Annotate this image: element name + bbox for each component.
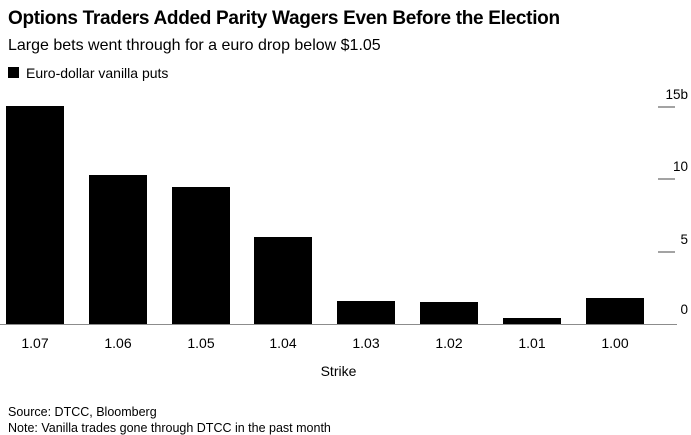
- y-tick-dash-15: [658, 106, 675, 109]
- x-tick-label-1.07: 1.07: [21, 335, 49, 352]
- footer: Source: DTCC, Bloomberg Note: Vanilla tr…: [8, 404, 683, 435]
- x-tick-label-1.04: 1.04: [269, 335, 297, 352]
- x-tick-label-1.02: 1.02: [435, 335, 463, 352]
- x-tick-label-1.01: 1.01: [518, 335, 546, 352]
- source-line: Source: DTCC, Bloomberg: [8, 405, 157, 420]
- legend-swatch-icon: [8, 67, 19, 79]
- x-tick-label-1.00: 1.00: [601, 335, 629, 352]
- bar-1.00: [586, 298, 644, 325]
- plot-area: 0 5 10 15b: [0, 87, 691, 326]
- y-tick-dash-5: [658, 251, 675, 254]
- y-tick-label-15b: 15b: [665, 87, 688, 103]
- chart-title: Options Traders Added Parity Wagers Even…: [8, 8, 560, 29]
- bar-1.07: [6, 106, 64, 325]
- legend-label: Euro-dollar vanilla puts: [26, 64, 169, 81]
- y-tick-label-5: 5: [680, 232, 688, 248]
- x-axis-title: Strike: [320, 363, 357, 380]
- legend: Euro-dollar vanilla puts: [8, 64, 683, 81]
- x-tick-label-1.06: 1.06: [104, 335, 132, 352]
- y-tick-dash-10: [658, 178, 675, 181]
- chart-subtitle: Large bets went through for a euro drop …: [8, 36, 381, 54]
- x-tick-label-1.05: 1.05: [187, 335, 215, 352]
- y-tick-label-10: 10: [672, 159, 688, 175]
- bar-1.03: [337, 301, 395, 325]
- bar-1.06: [89, 175, 147, 325]
- bar-1.01: [503, 318, 561, 325]
- note-line: Note: Vanilla trades gone through DTCC i…: [8, 421, 331, 435]
- y-tick-label-0: 0: [680, 302, 688, 318]
- x-axis-line: [0, 324, 677, 326]
- x-tick-label-1.03: 1.03: [352, 335, 380, 352]
- bar-1.05: [172, 187, 230, 325]
- x-axis-tick-labels: 1.07 1.06 1.05 1.04 1.03 1.02 1.01 1.00: [0, 335, 691, 352]
- bar-1.02: [420, 302, 478, 325]
- bar-1.04: [254, 237, 312, 325]
